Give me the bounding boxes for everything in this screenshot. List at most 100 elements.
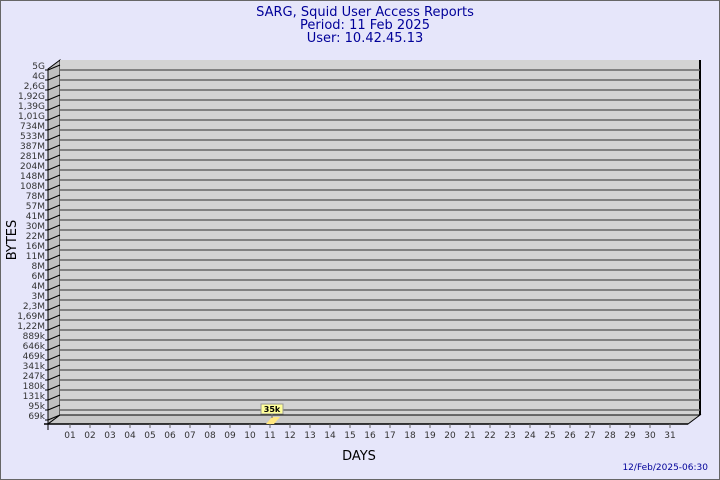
gridline-side [47,314,61,321]
gridline-side [47,244,61,251]
gridline-side [47,214,61,221]
y-tick-label: 533M [20,132,45,142]
gridline-side [47,294,61,301]
y-tick-label: 5G [32,62,45,72]
x-tick-label: 03 [104,431,115,441]
y-tick-label: 2,6G [24,82,45,92]
y-tick-label: 341k [23,362,46,372]
chart-title-line: User: 10.42.45.13 [307,31,423,46]
x-tick-label: 11 [264,431,275,441]
gridline-side [47,84,61,91]
x-tick-label: 17 [384,431,395,441]
gridline-side [47,374,61,381]
x-axis-label: DAYS [342,449,376,464]
x-tick-label: 01 [64,431,75,441]
gridline-side [47,204,61,211]
y-tick-label: 1,69M [17,312,45,322]
gridline-side [47,274,61,281]
gridline-side [47,284,61,291]
x-tick-label: 10 [244,431,256,441]
y-tick-label: 2,3M [23,302,45,312]
gridline-side [47,224,61,231]
y-axis-label: BYTES [5,220,20,261]
gridline-side [47,264,61,271]
gridline-side [47,134,61,141]
y-tick-label: 131k [23,392,46,402]
gridline-side [47,394,61,401]
x-tick-label: 18 [404,431,416,441]
y-tick-label: 22M [26,232,45,242]
gridline-side [47,124,61,131]
x-tick-label: 05 [144,431,155,441]
x-tick-label: 14 [324,431,336,441]
gridline-side [47,384,61,391]
x-tick-label: 08 [204,431,216,441]
x-tick-label: 07 [184,431,195,441]
x-tick-label: 04 [124,431,136,441]
y-tick-label: 108M [20,182,45,192]
x-tick-label: 09 [224,431,236,441]
gridline-side [47,104,61,111]
bar-label-box [260,403,284,415]
y-tick-label: 78M [26,192,45,202]
x-tick-label: 20 [444,431,456,441]
gridline-side [47,184,61,191]
x-tick-label: 06 [164,431,176,441]
gridline-side [47,354,61,361]
back-wall [60,60,700,415]
gridline-side [47,414,61,421]
y-tick-label: 469k [23,352,46,362]
y-tick-label: 6M [32,272,46,282]
gridline-side [47,324,61,331]
floor [46,414,702,425]
y-tick-label: 247k [23,372,46,382]
y-tick-label: 95k [28,402,45,412]
x-tick-label: 24 [524,431,536,441]
bar [266,417,280,424]
gridline-side [47,154,61,161]
bar-label: 35k [264,405,281,414]
x-tick-label: 23 [504,431,515,441]
y-tick-label: 30M [26,222,45,232]
gridline-side [47,234,61,241]
y-tick-label: 11M [26,252,45,262]
y-tick-label: 889k [23,332,46,342]
y-tick-label: 646k [23,342,46,352]
gridline-side [47,334,61,341]
y-tick-label: 1,92G [18,92,45,102]
y-tick-label: 148M [20,172,45,182]
gridline-side [47,94,61,101]
x-tick-label: 29 [624,431,636,441]
gridline-side [47,364,61,371]
x-tick-label: 15 [344,431,355,441]
footer-timestamp: 12/Feb/2025-06:30 [622,463,708,473]
y-tick-label: 1,39G [18,102,45,112]
x-tick-label: 27 [584,431,595,441]
y-tick-label: 16M [26,242,45,252]
y-tick-label: 41M [26,212,45,222]
gridline-side [47,64,61,71]
gridline-side [47,194,61,201]
y-tick-label: 4G [32,72,45,82]
gridline-side [47,304,61,311]
y-tick-label: 281M [20,152,45,162]
y-tick-label: 204M [20,162,45,172]
gridline-side [47,144,61,151]
x-tick-label: 31 [664,431,675,441]
x-tick-label: 22 [484,431,495,441]
y-tick-label: 1,01G [18,112,45,122]
x-tick-label: 02 [84,431,95,441]
x-tick-label: 25 [544,431,555,441]
y-tick-label: 57M [26,202,45,212]
y-tick-label: 734M [20,122,45,132]
x-tick-label: 28 [604,431,616,441]
y-tick-label: 180k [23,382,46,392]
gridline-side [47,114,61,121]
x-tick-label: 12 [284,431,295,441]
gridline-side [47,404,61,411]
y-tick-label: 8M [32,262,46,272]
gridline-side [47,344,61,351]
x-tick-label: 26 [564,431,576,441]
gridline-side [47,174,61,181]
chart-title-line: SARG, Squid User Access Reports [256,5,474,20]
